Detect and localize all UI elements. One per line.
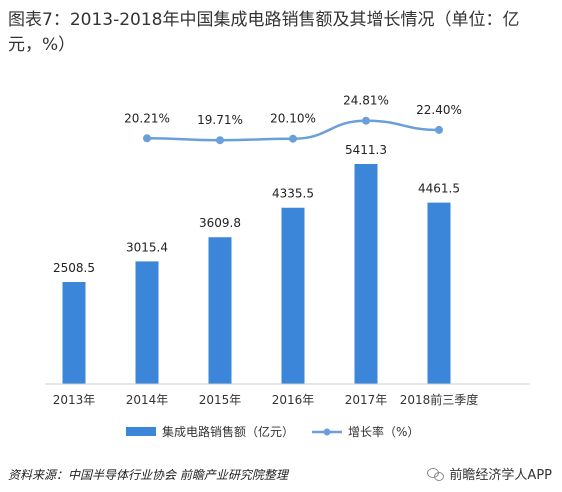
bar: [208, 237, 232, 384]
bar: [135, 261, 159, 384]
x-axis-labels: 2013年 2014年 2015年 2016年 2017年 2018前三季度: [53, 392, 479, 407]
chart-title: 图表7：2013-2018年中国集成电路销售额及其增长情况（单位：亿元，%）: [8, 10, 520, 55]
brand-watermark: 前瞻经济学人APP: [427, 464, 552, 483]
bar-value-label: 3609.8: [199, 216, 241, 230]
legend-bar-swatch: [126, 427, 156, 436]
x-tick-label: 2013年: [53, 393, 96, 407]
wechat-icon: [427, 467, 445, 481]
growth-value-label: 22.40%: [416, 103, 462, 117]
bar-value-label: 3015.4: [126, 240, 168, 254]
growth-line-series: 20.21% 19.71% 20.10% 24.81% 22.40%: [124, 94, 462, 145]
growth-value-label: 19.71%: [197, 113, 243, 127]
bar-value-label: 4461.5: [418, 182, 460, 196]
growth-point: [289, 134, 297, 143]
growth-point: [435, 125, 443, 134]
growth-point: [216, 136, 224, 145]
legend: 集成电路销售额（亿元） 增长率（%）: [126, 424, 419, 439]
legend-line-label: 增长率（%）: [348, 424, 419, 439]
x-tick-label: 2014年: [126, 393, 169, 407]
bar: [281, 207, 305, 384]
legend-bar-label: 集成电路销售额（亿元）: [162, 424, 294, 439]
bar: [427, 202, 451, 384]
bar-series: 2508.5 3015.4 3609.8 4335.5 5411.3 4461.5: [53, 143, 460, 384]
x-tick-label: 2017年: [345, 393, 388, 407]
growth-value-label: 24.81%: [343, 94, 389, 108]
legend-line-marker: [323, 428, 331, 436]
bar: [62, 282, 86, 384]
bar: [354, 164, 378, 384]
brand-name: 前瞻经济学人APP: [449, 468, 552, 483]
x-tick-label: 2015年: [199, 393, 242, 407]
bar-value-label: 4335.5: [272, 187, 314, 201]
x-tick-label: 2018前三季度: [400, 392, 479, 407]
growth-value-label: 20.21%: [124, 111, 170, 125]
bar-value-label: 5411.3: [345, 143, 387, 157]
x-tick-label: 2016年: [272, 393, 315, 407]
bar-value-label: 2508.5: [53, 261, 95, 275]
growth-value-label: 20.10%: [270, 112, 316, 126]
growth-point: [143, 134, 151, 143]
source-note: 资料来源：中国半导体行业协会 前瞻产业研究院整理: [8, 468, 288, 482]
growth-point: [362, 116, 370, 125]
